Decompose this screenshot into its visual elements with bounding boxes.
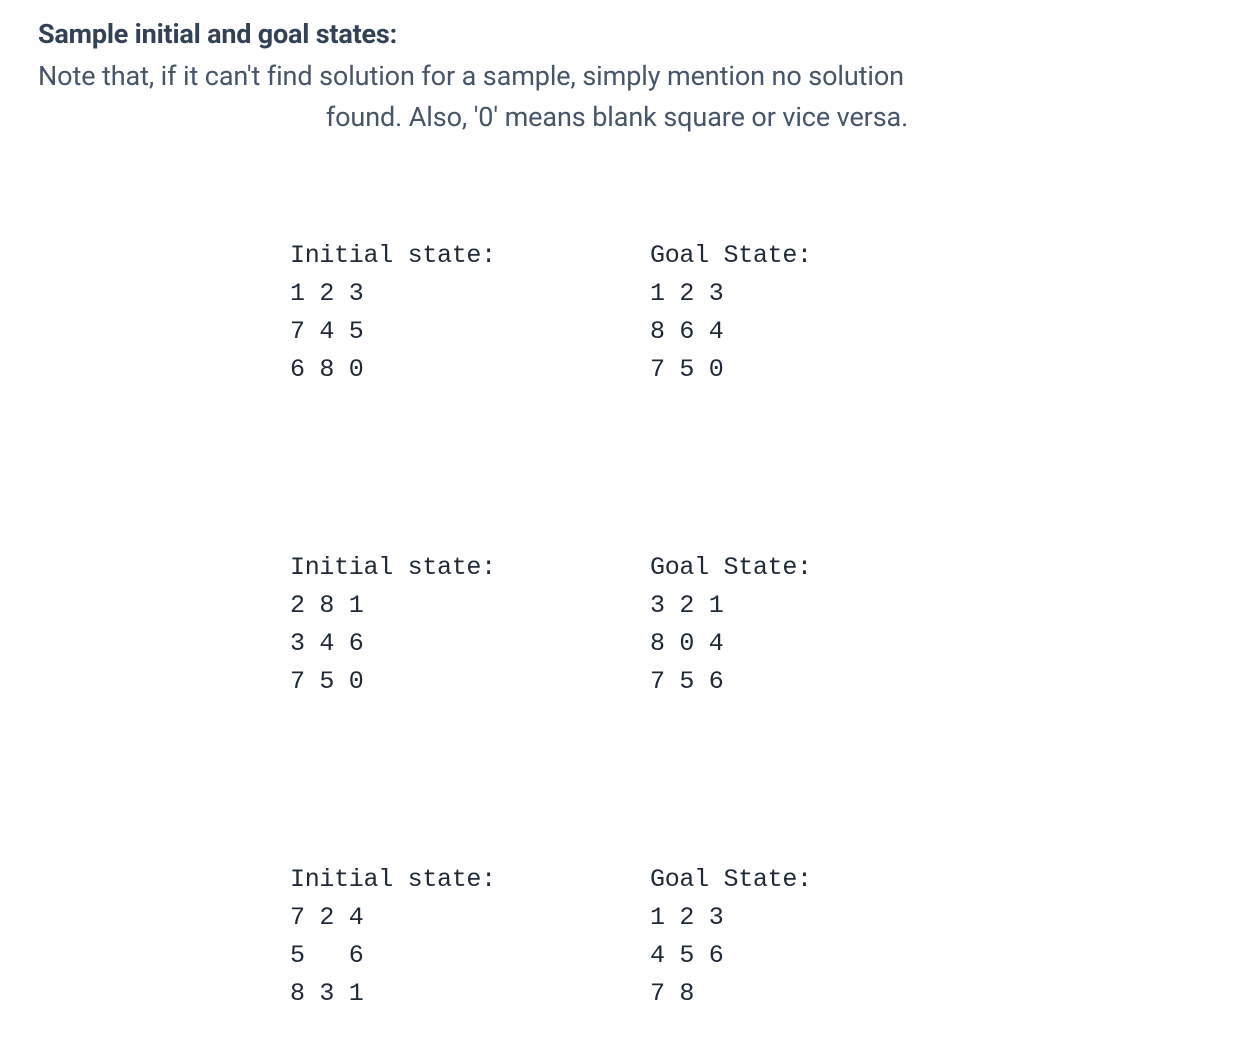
goal-state-block: Goal State: 3 2 1 8 0 4 7 5 6 xyxy=(650,473,812,739)
sample-row: Initial state: 7 2 4 5 6 8 3 1 Goal State… xyxy=(290,785,1206,1051)
note-text: Note that, if it can't find solution for… xyxy=(38,56,1206,137)
goal-row-0: 3 2 1 xyxy=(650,591,724,620)
initial-row-1: 7 4 5 xyxy=(290,317,364,346)
initial-row-2: 7 5 0 xyxy=(290,667,364,696)
initial-row-0: 7 2 4 xyxy=(290,903,364,932)
initial-row-2: 6 8 0 xyxy=(290,355,364,384)
initial-row-1: 3 4 6 xyxy=(290,629,364,658)
initial-state-block: Initial state: 1 2 3 7 4 5 6 8 0 xyxy=(290,161,550,427)
goal-row-2: 7 5 6 xyxy=(650,667,724,696)
initial-state-block: Initial state: 2 8 1 3 4 6 7 5 0 xyxy=(290,473,550,739)
initial-state-label: Initial state: xyxy=(290,549,550,587)
sample-row: Initial state: 2 8 1 3 4 6 7 5 0 Goal Sta… xyxy=(290,473,1206,739)
goal-row-0: 1 2 3 xyxy=(650,903,724,932)
goal-row-2: 7 5 0 xyxy=(650,355,724,384)
initial-row-0: 1 2 3 xyxy=(290,279,364,308)
goal-state-block: Goal State: 1 2 3 8 6 4 7 5 0 xyxy=(650,161,812,427)
initial-state-label: Initial state: xyxy=(290,861,550,899)
initial-state-block: Initial state: 7 2 4 5 6 8 3 1 xyxy=(290,785,550,1051)
goal-row-1: 8 6 4 xyxy=(650,317,724,346)
note-line-1: Note that, if it can't find solution for… xyxy=(38,56,1196,97)
goal-row-1: 8 0 4 xyxy=(650,629,724,658)
goal-state-block: Goal State: 1 2 3 4 5 6 7 8 xyxy=(650,785,812,1051)
samples-container: Initial state: 1 2 3 7 4 5 6 8 0 Goal Sta… xyxy=(38,161,1206,1051)
sample-row: Initial state: 1 2 3 7 4 5 6 8 0 Goal Sta… xyxy=(290,161,1206,427)
goal-state-label: Goal State: xyxy=(650,237,812,275)
goal-row-2: 7 8 xyxy=(650,979,694,1008)
initial-row-0: 2 8 1 xyxy=(290,591,364,620)
goal-state-label: Goal State: xyxy=(650,861,812,899)
goal-state-label: Goal State: xyxy=(650,549,812,587)
goal-row-0: 1 2 3 xyxy=(650,279,724,308)
section-heading: Sample initial and goal states: xyxy=(38,18,1206,50)
goal-row-1: 4 5 6 xyxy=(650,941,724,970)
initial-row-2: 8 3 1 xyxy=(290,979,364,1008)
initial-row-1: 5 6 xyxy=(290,941,364,970)
note-line-2: found. Also, '0' means blank square or v… xyxy=(38,97,1196,138)
initial-state-label: Initial state: xyxy=(290,237,550,275)
